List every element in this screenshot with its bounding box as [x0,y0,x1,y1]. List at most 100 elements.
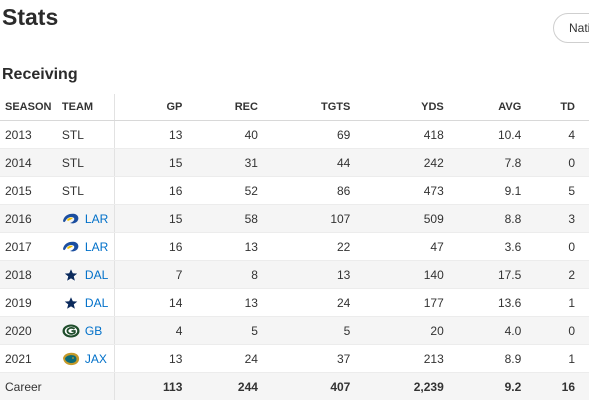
tgts-cell: 5 [257,316,351,345]
yds-cell: 20 [350,316,444,345]
column-header-td[interactable]: TD [521,94,589,121]
rec-cell: 13 [182,288,258,317]
gp-cell: 4 [114,316,183,345]
avg-cell: 13.6 [443,288,522,317]
avg-cell: 4.0 [443,316,522,345]
team-cell: STL [61,176,115,205]
avg-cell: 8.8 [443,204,522,233]
rec-cell: 40 [182,120,258,149]
team-link[interactable]: JAX [84,351,107,366]
gp-cell: 15 [114,204,183,233]
td-cell: 0 [521,316,589,345]
career-td: 16 [521,372,589,400]
tgts-cell: 69 [257,120,351,149]
season-cell: 2019 [0,288,62,317]
tgts-cell: 37 [257,344,351,373]
section-title-receiving: Receiving [2,66,78,83]
column-header-rec[interactable]: REC [182,94,258,121]
season-cell: 2013 [0,120,62,149]
rams-logo-icon [62,240,80,254]
team-cell-content: GB [62,324,114,338]
jaguars-logo-icon [62,352,80,366]
season-cell: 2020 [0,316,62,345]
tgts-cell: 22 [257,232,351,261]
season-cell: 2017 [0,232,62,261]
avg-cell: 10.4 [443,120,522,149]
career-gp: 113 [114,372,183,400]
rec-cell: 24 [182,344,258,373]
gp-cell: 7 [114,260,183,289]
team-link[interactable]: GB [84,323,103,338]
column-header-season[interactable]: SEASON [0,94,62,121]
team-label: STL [61,127,84,142]
column-header-team[interactable]: TEAM [61,94,115,121]
rec-cell: 52 [182,176,258,205]
table-row: 2014 STL 15 31 44 242 7.8 0 [0,148,589,177]
column-header-tgts[interactable]: TGTS [257,94,351,121]
career-rec: 244 [182,372,258,400]
career-tgts: 407 [257,372,351,400]
receiving-stats-table: SEASON TEAM GP REC TGTS YDS AVG TD 2013 S… [0,94,589,400]
rec-cell: 5 [182,316,258,345]
team-cell: LAR [61,232,115,261]
team-cell-content: JAX [62,352,114,366]
yds-cell: 242 [350,148,444,177]
table-row: 2015 STL 16 52 86 473 9.1 5 [0,176,589,205]
team-cell-content: STL [62,184,114,198]
td-cell: 0 [521,232,589,261]
career-avg: 9.2 [443,372,522,400]
gp-cell: 15 [114,148,183,177]
team-label: STL [61,183,84,198]
team-cell: STL [61,148,115,177]
avg-cell: 17.5 [443,260,522,289]
table-header-row: SEASON TEAM GP REC TGTS YDS AVG TD [0,94,589,121]
avg-cell: 3.6 [443,232,522,261]
gp-cell: 13 [114,120,183,149]
season-cell: 2021 [0,344,62,373]
td-cell: 3 [521,204,589,233]
league-filter-button[interactable]: Nati [553,13,589,43]
season-cell: 2016 [0,204,62,233]
team-link[interactable]: LAR [84,239,109,254]
yds-cell: 177 [350,288,444,317]
td-cell: 1 [521,288,589,317]
yds-cell: 473 [350,176,444,205]
cowboys-star-icon [62,295,80,310]
cowboys-star-icon [62,267,80,282]
gp-cell: 14 [114,288,183,317]
table-row: 2019 DAL 14 13 24 177 13.6 1 [0,288,589,317]
team-cell-content: LAR [62,212,114,226]
team-cell: GB [61,316,115,345]
yds-cell: 47 [350,232,444,261]
team-cell-content: DAL [62,267,114,282]
rec-cell: 58 [182,204,258,233]
rec-cell: 13 [182,232,258,261]
avg-cell: 7.8 [443,148,522,177]
team-link[interactable]: DAL [84,295,109,310]
table-row: 2020 GB 4 5 5 20 4.0 0 [0,316,589,345]
page-title: Stats [2,4,59,30]
team-cell-content: STL [62,156,114,170]
table-row: 2018 DAL 7 8 13 140 17.5 2 [0,260,589,289]
team-cell: LAR [61,204,115,233]
team-link[interactable]: LAR [84,211,109,226]
table-row: 2021 JAX 13 24 37 213 8.9 1 [0,344,589,373]
team-label: STL [61,155,84,170]
table-row: 2013 STL 13 40 69 418 10.4 4 [0,120,589,149]
column-header-yds[interactable]: YDS [350,94,444,121]
avg-cell: 9.1 [443,176,522,205]
season-cell: 2015 [0,176,62,205]
career-team-cell [61,372,115,400]
career-totals-row: Career 113 244 407 2,239 9.2 16 [0,372,589,400]
yds-cell: 509 [350,204,444,233]
season-cell: 2014 [0,148,62,177]
gp-cell: 13 [114,344,183,373]
team-link[interactable]: DAL [84,267,109,282]
team-cell-content: STL [62,128,114,142]
tgts-cell: 107 [257,204,351,233]
column-header-avg[interactable]: AVG [443,94,522,121]
team-cell: STL [61,120,115,149]
career-label: Career [0,372,62,400]
tgts-cell: 13 [257,260,351,289]
column-header-gp[interactable]: GP [114,94,183,121]
